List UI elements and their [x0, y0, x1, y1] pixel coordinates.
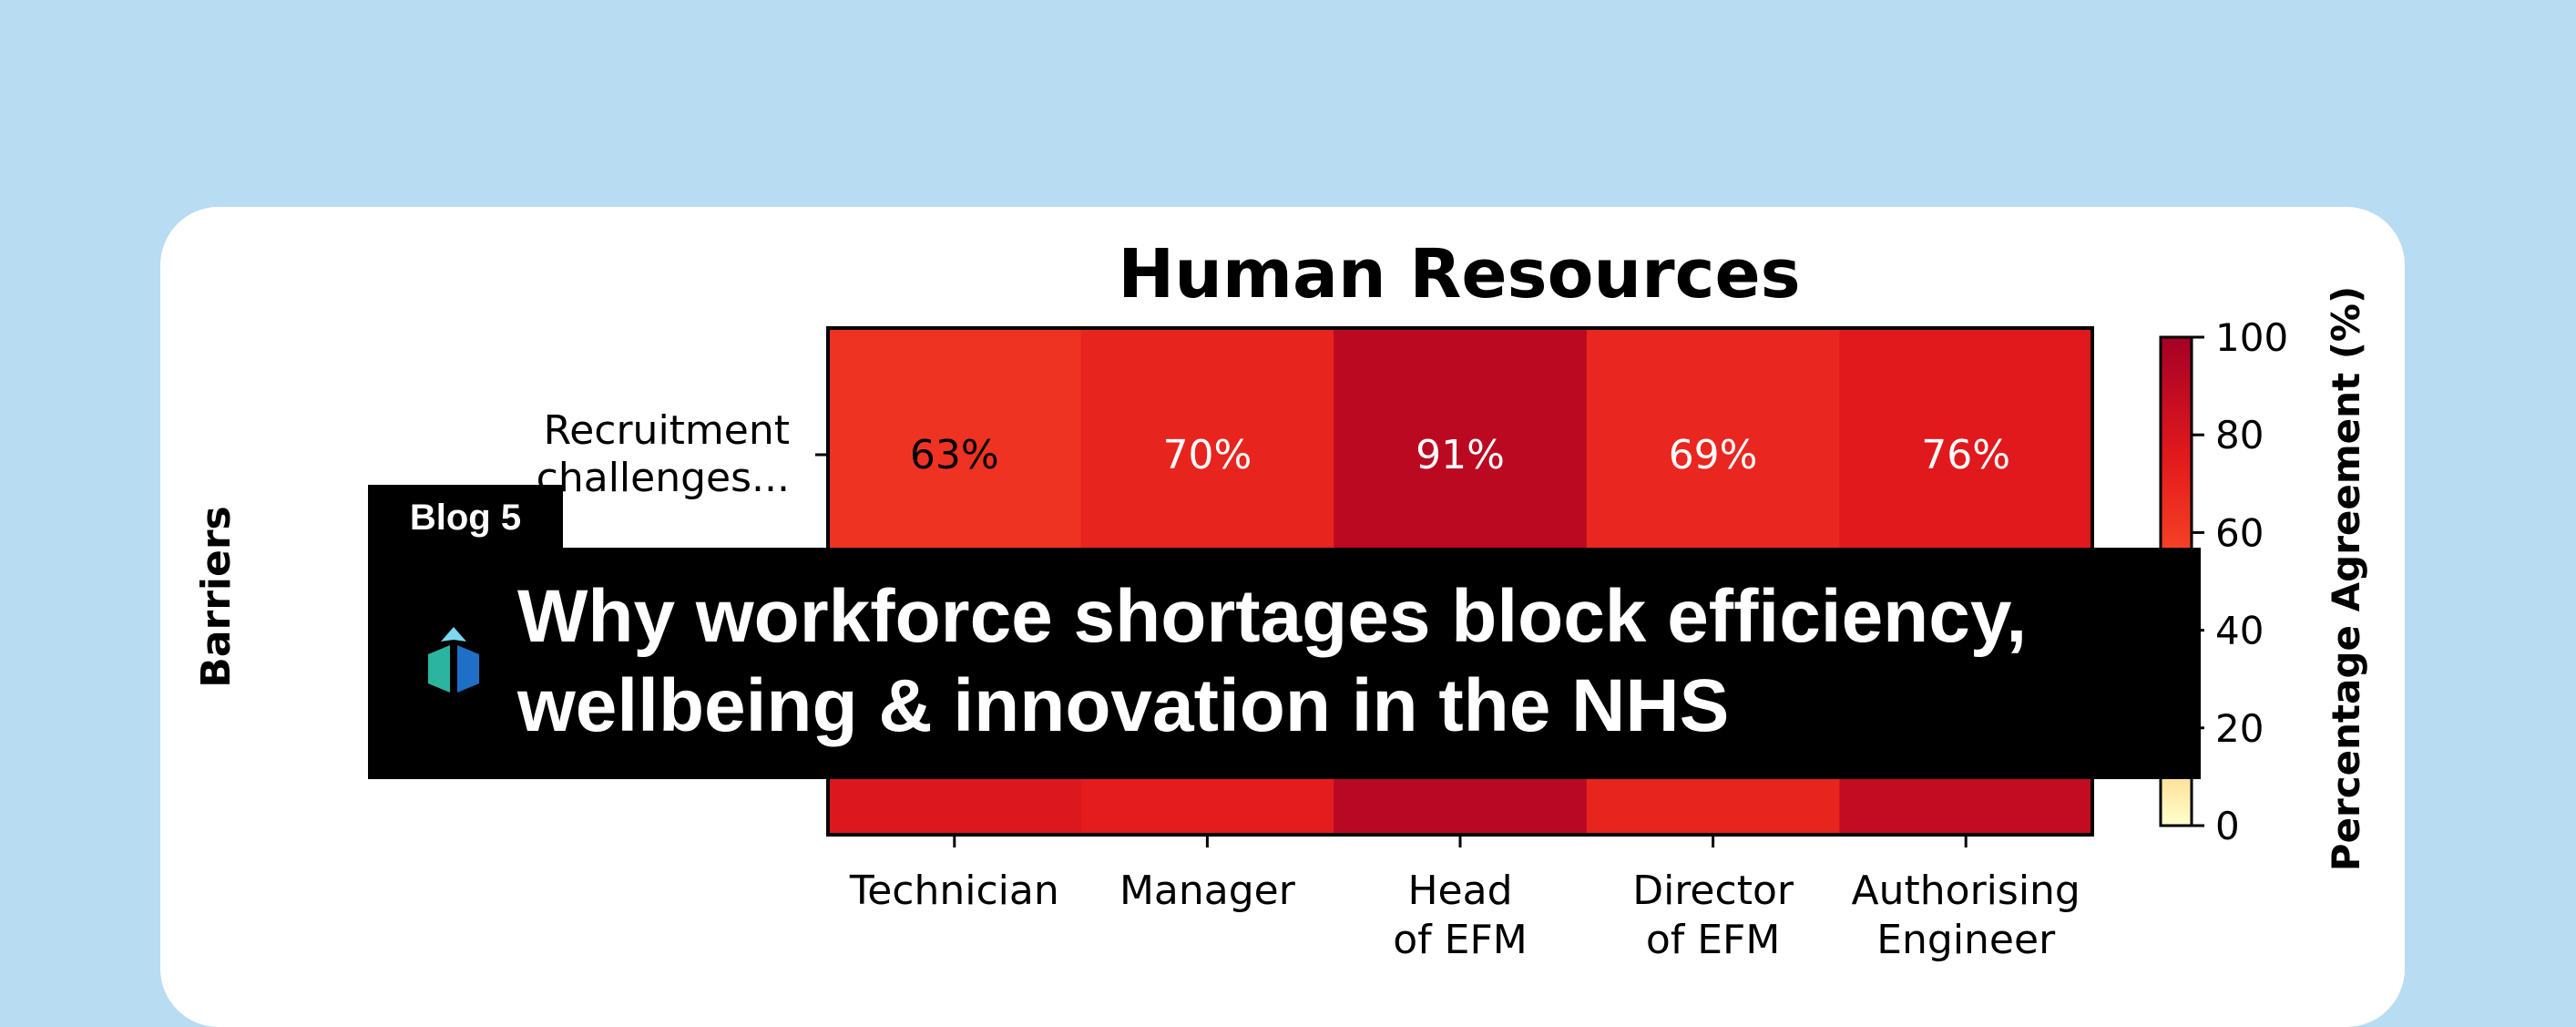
column-label: Director: [1632, 868, 1794, 914]
headline-banner: [368, 548, 2201, 779]
colorbar-label: Percentage Agreement (%): [2324, 286, 2368, 871]
column-label: Manager: [1119, 868, 1296, 914]
cell-label: 76%: [1921, 432, 2010, 478]
heatmap-cell: [1080, 328, 1334, 582]
colorbar-tick-label: 100: [2215, 315, 2288, 360]
cell-label: 63%: [910, 432, 999, 478]
row-label: Recruitment: [544, 407, 790, 454]
heatmap-cell: [1839, 328, 2093, 582]
colorbar-tick-label: 0: [2215, 804, 2240, 848]
cell-label: 91%: [1416, 432, 1505, 478]
column-label: Technician: [849, 868, 1059, 914]
cell-label: 69%: [1669, 432, 1758, 478]
column-label: of EFM: [1393, 917, 1527, 963]
headline-line-2: wellbeing & innovation in the NHS: [517, 664, 1730, 747]
cell-label: 70%: [1163, 432, 1252, 478]
column-label: Head: [1407, 868, 1512, 914]
brand-logo-icon: [428, 627, 479, 693]
colorbar-tick-label: 40: [2215, 609, 2264, 653]
heatmap-cell: [1586, 328, 1840, 582]
headline: Why workforce shortages block efficiency…: [517, 572, 2184, 751]
chart-title: Human Resources: [1118, 235, 1800, 313]
heatmap-cell: [828, 328, 1082, 582]
headline-line-1: Why workforce shortages block efficiency…: [517, 575, 2028, 658]
colorbar-tick-label: 80: [2215, 413, 2264, 457]
colorbar-tick-label: 20: [2215, 706, 2264, 751]
heatmap-cell: [1334, 328, 1588, 582]
y-axis-label: Barriers: [193, 506, 240, 687]
column-label: Authorising: [1852, 868, 2080, 914]
column-label: of EFM: [1646, 917, 1780, 963]
column-label: Engineer: [1876, 917, 2056, 963]
blog-tag: Blog 5: [368, 485, 563, 550]
colorbar-tick-label: 60: [2215, 510, 2264, 555]
row-label: challenges...: [537, 455, 790, 501]
